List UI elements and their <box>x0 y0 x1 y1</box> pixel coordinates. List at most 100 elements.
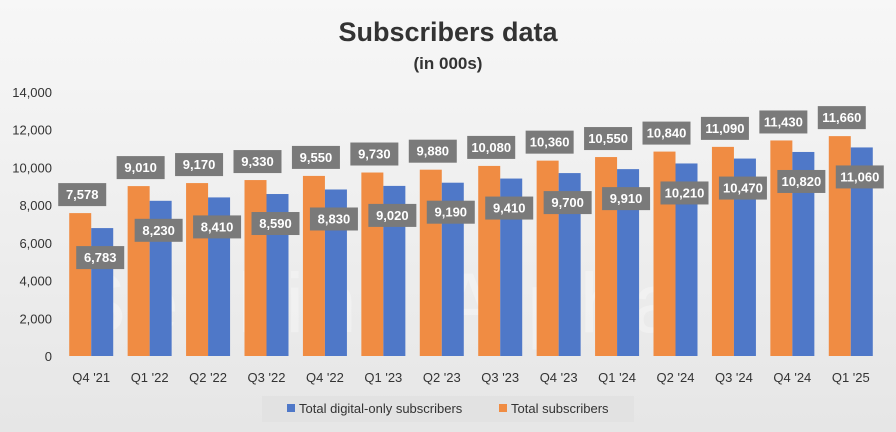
bar-total-subscribers <box>770 140 793 356</box>
x-tick-label: Q4 '21 <box>72 370 110 385</box>
data-label-box <box>485 196 534 220</box>
legend-box <box>262 396 634 422</box>
chart-subtitle: (in 000s) <box>414 54 483 73</box>
bar-digital-subscribers <box>850 147 873 356</box>
data-label-total: 10,080 <box>471 140 511 155</box>
bar-total-subscribers <box>186 183 209 356</box>
bar-total-subscribers <box>302 175 325 356</box>
data-label-box <box>835 165 884 189</box>
x-tick-label: Q3 '22 <box>248 370 286 385</box>
bar-digital-subscribers <box>733 158 756 356</box>
data-label-total: 10,550 <box>588 131 628 146</box>
y-tick-label: 8,000 <box>19 198 52 213</box>
data-label-total: 9,880 <box>417 144 450 159</box>
x-tick-label: Q2 '22 <box>189 370 227 385</box>
data-label-box <box>134 218 183 242</box>
data-label-digital: 8,410 <box>201 219 234 234</box>
x-tick-label: Q3 '23 <box>481 370 519 385</box>
data-label-box <box>368 203 417 227</box>
legend: Total digital-only subscribers Total subs… <box>262 396 634 422</box>
y-tick-label: 0 <box>45 349 52 364</box>
bar-total-subscribers <box>536 160 559 356</box>
y-tick-label: 14,000 <box>12 85 52 100</box>
bar-total-subscribers <box>69 213 92 356</box>
data-label-box <box>660 181 709 205</box>
x-tick-label: Q4 '23 <box>540 370 578 385</box>
data-label-box <box>718 176 767 200</box>
legend-swatch <box>287 404 295 412</box>
data-label-digital: 10,470 <box>723 181 763 196</box>
data-label-digital: 11,060 <box>840 169 879 184</box>
x-tick-label: Q1 '25 <box>832 370 870 385</box>
data-label-total: 9,170 <box>183 157 216 172</box>
data-label-total: 9,550 <box>300 150 333 165</box>
data-label-box <box>175 153 224 177</box>
legend-label: Total digital-only subscribers <box>299 401 463 416</box>
legend-swatch <box>499 404 507 412</box>
data-label-box <box>700 116 749 140</box>
data-label-box <box>777 169 826 193</box>
data-label-digital: 9,190 <box>435 205 468 220</box>
data-label-box <box>251 212 300 236</box>
data-label-digital: 8,230 <box>142 223 175 238</box>
x-tick-label: Q1 '22 <box>131 370 169 385</box>
data-label-total: 11,430 <box>764 114 803 129</box>
bar-total-subscribers <box>361 172 384 356</box>
x-tick-label: Q2 '23 <box>423 370 461 385</box>
data-label-box <box>193 215 242 239</box>
data-label-box <box>76 246 125 270</box>
y-tick-label: 6,000 <box>19 236 52 251</box>
data-labels-group: 7,578 6,783 9,010 8,230 9,170 8,410 9,330 8,590… <box>58 106 884 270</box>
data-label-box <box>543 191 592 215</box>
bar-total-subscribers <box>127 186 150 356</box>
data-label-box <box>426 200 475 224</box>
data-label-digital: 9,020 <box>376 208 409 223</box>
bar-total-subscribers <box>244 180 267 356</box>
bar-total-subscribers <box>828 136 851 356</box>
data-label-total: 7,578 <box>66 187 99 202</box>
data-label-digital: 8,590 <box>259 216 292 231</box>
chart-title: Subscribers data <box>338 17 558 47</box>
data-label-box <box>58 183 107 207</box>
y-tick-label: 2,000 <box>19 311 52 326</box>
data-label-total: 9,730 <box>358 147 391 162</box>
bar-total-subscribers <box>595 157 618 356</box>
bar-total-subscribers <box>478 165 501 356</box>
bar-digital-subscribers <box>383 185 406 356</box>
data-label-box <box>602 187 651 211</box>
data-label-box <box>350 142 399 166</box>
data-label-box <box>584 127 633 151</box>
data-label-box <box>467 135 516 159</box>
data-label-box <box>408 139 457 163</box>
y-tick-label: 12,000 <box>12 123 52 138</box>
data-label-box <box>525 130 574 154</box>
x-axis: Q4 '21 Q1 '22 Q2 '22 Q3 '22 Q4 '22 Q1 '23 Q2 '… <box>72 370 869 385</box>
data-label-box <box>233 150 282 174</box>
x-tick-label: Q2 '24 <box>657 370 695 385</box>
x-tick-label: Q1 '24 <box>598 370 636 385</box>
legend-label: Total subscribers <box>511 401 609 416</box>
data-label-digital: 6,783 <box>84 250 117 265</box>
y-tick-label: 10,000 <box>12 160 52 175</box>
data-label-box <box>759 110 808 134</box>
x-tick-label: Q3 '24 <box>715 370 753 385</box>
data-label-box <box>309 207 358 231</box>
bar-digital-subscribers <box>324 189 347 356</box>
bar-digital-subscribers <box>500 178 523 356</box>
bar-total-subscribers <box>419 169 442 356</box>
y-tick-label: 4,000 <box>19 274 52 289</box>
x-tick-label: Q1 '23 <box>364 370 402 385</box>
data-label-total: 10,840 <box>647 126 687 141</box>
data-label-total: 10,360 <box>530 135 570 150</box>
y-axis: 0 2,000 4,000 6,000 8,000 10,000 12,000 14,000 <box>12 85 52 364</box>
data-label-box <box>817 106 866 130</box>
data-label-box <box>642 121 691 145</box>
data-label-digital: 10,820 <box>781 174 821 189</box>
data-label-digital: 9,410 <box>493 201 526 216</box>
bar-digital-subscribers <box>675 163 698 356</box>
data-label-digital: 8,830 <box>318 211 351 226</box>
data-label-digital: 9,910 <box>610 191 643 206</box>
data-label-total: 11,660 <box>822 110 861 125</box>
data-label-digital: 10,210 <box>665 185 705 200</box>
